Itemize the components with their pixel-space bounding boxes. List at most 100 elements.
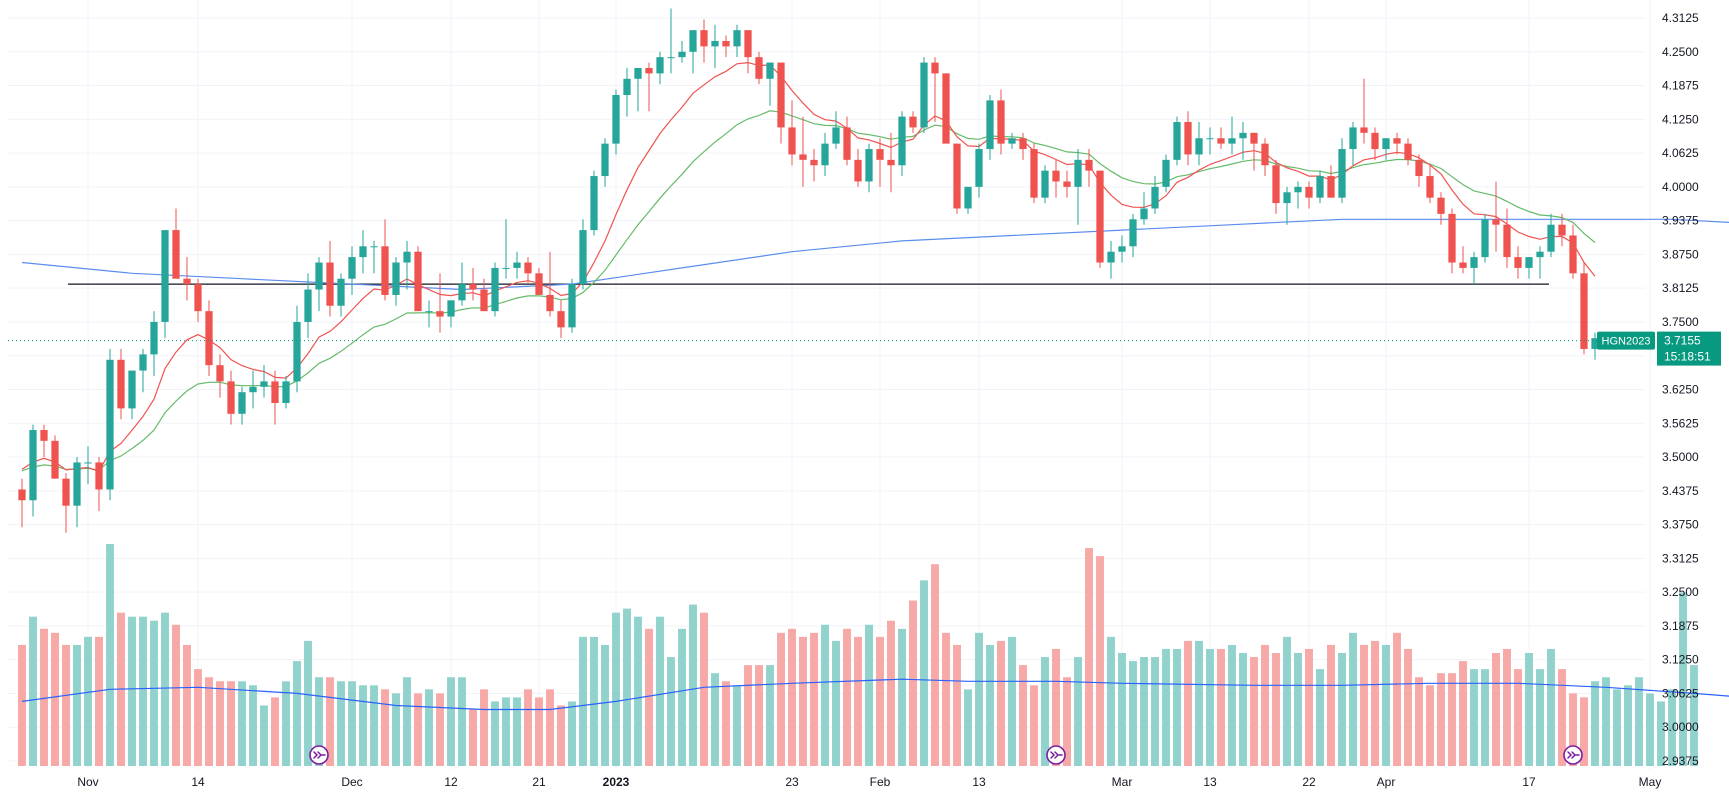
volume-bar bbox=[1283, 636, 1291, 766]
candle-body bbox=[1052, 170, 1060, 182]
candle-body bbox=[469, 284, 477, 290]
candle bbox=[1063, 170, 1071, 198]
volume-bar bbox=[843, 628, 851, 766]
volume-bar bbox=[1547, 648, 1555, 766]
volume-bar bbox=[755, 665, 763, 766]
candle bbox=[1470, 251, 1478, 285]
volume-bar bbox=[150, 620, 158, 766]
price-tick-label: 4.1250 bbox=[1662, 112, 1699, 126]
volume-bar bbox=[469, 709, 477, 766]
candle-body bbox=[942, 73, 950, 144]
time-tick-label: May bbox=[1639, 775, 1662, 789]
candle bbox=[227, 370, 235, 425]
candle-body bbox=[1525, 257, 1533, 268]
volume-bar bbox=[513, 697, 521, 766]
candle-body bbox=[513, 262, 521, 268]
candle-body bbox=[568, 284, 576, 328]
volume-bar bbox=[744, 665, 752, 766]
volume-bar bbox=[359, 685, 367, 766]
volume-bar bbox=[557, 705, 565, 766]
volume-bar bbox=[139, 616, 147, 766]
candle bbox=[183, 257, 191, 301]
price-axis[interactable]: 4.3125 4.2500 4.1875 4.1250 4.0625 4.0000 3.93… bbox=[1662, 11, 1699, 768]
candle-body bbox=[788, 127, 796, 155]
price-tick-label: 3.9375 bbox=[1662, 214, 1699, 228]
event-markers[interactable] bbox=[309, 745, 1729, 765]
price-tick-label: 4.1875 bbox=[1662, 79, 1699, 93]
candle-body bbox=[898, 116, 906, 166]
candle bbox=[1580, 262, 1588, 355]
volume-bar bbox=[964, 689, 972, 766]
event-arrow-icon[interactable] bbox=[1563, 745, 1583, 765]
candle-body bbox=[29, 430, 37, 501]
candle-body bbox=[1151, 186, 1159, 209]
price-tick-label: 3.2500 bbox=[1662, 585, 1699, 599]
candle bbox=[535, 267, 543, 295]
volume-bar bbox=[1294, 653, 1302, 766]
candle bbox=[1217, 127, 1225, 150]
candle bbox=[216, 354, 224, 398]
volume-bar bbox=[568, 701, 576, 766]
candle bbox=[282, 375, 290, 409]
candle-body bbox=[128, 370, 136, 409]
volume-bar bbox=[623, 608, 631, 766]
time-tick-label: Dec bbox=[341, 775, 362, 789]
volume-bar bbox=[1393, 632, 1401, 766]
candle-body bbox=[887, 159, 895, 166]
price-tick-label: 4.0000 bbox=[1662, 180, 1699, 194]
volume-bar bbox=[689, 604, 697, 766]
candle-body bbox=[1558, 224, 1566, 236]
candle-body bbox=[766, 62, 774, 79]
candle-body bbox=[304, 289, 312, 322]
event-arrow-icon[interactable] bbox=[309, 745, 329, 765]
candle bbox=[1569, 224, 1577, 279]
symbol-label-box bbox=[1597, 331, 1655, 350]
candle bbox=[1393, 132, 1401, 155]
candle-body bbox=[997, 100, 1005, 144]
candle bbox=[1239, 122, 1247, 160]
volume-bar bbox=[700, 612, 708, 766]
volume-bar bbox=[766, 665, 774, 766]
candle-body bbox=[909, 116, 917, 128]
candle bbox=[1074, 149, 1082, 225]
volume-bar bbox=[1481, 669, 1489, 766]
volume-bar bbox=[1151, 657, 1159, 766]
volume-bar bbox=[788, 628, 796, 766]
volume-bar bbox=[1118, 653, 1126, 766]
volume-bar bbox=[348, 681, 356, 766]
candle bbox=[458, 262, 466, 306]
event-arrow-icon[interactable] bbox=[1046, 745, 1066, 765]
candle-body bbox=[117, 359, 125, 409]
candle bbox=[1415, 154, 1423, 187]
candle bbox=[854, 149, 862, 187]
candle-body bbox=[1129, 219, 1137, 247]
candle bbox=[51, 435, 59, 479]
price-tick-label: 4.2500 bbox=[1662, 45, 1699, 59]
last-price-value: 3.7155 bbox=[1664, 334, 1701, 348]
candle-body bbox=[1074, 159, 1082, 187]
time-axis[interactable]: Nov14Dec1221202323Feb13Mar1322Apr17May15 bbox=[77, 775, 1729, 789]
candle-body bbox=[700, 30, 708, 47]
volume-bar bbox=[865, 624, 873, 766]
volume-bar bbox=[1096, 556, 1104, 766]
candle bbox=[524, 257, 532, 285]
candle-body bbox=[1206, 138, 1214, 140]
candle bbox=[447, 300, 455, 328]
volume-bar bbox=[238, 681, 246, 766]
volume-bar bbox=[337, 681, 345, 766]
candle-body bbox=[348, 257, 356, 279]
candle-body bbox=[931, 62, 939, 74]
price-tick-label: 3.6250 bbox=[1662, 383, 1699, 397]
volume-bar bbox=[1162, 648, 1170, 766]
candle-body bbox=[1118, 246, 1126, 252]
candle bbox=[491, 262, 499, 317]
candle-body bbox=[722, 40, 730, 47]
candle bbox=[755, 51, 763, 85]
candle-body bbox=[249, 386, 257, 393]
candle bbox=[1228, 116, 1236, 155]
price-tick-label: 2.9375 bbox=[1662, 754, 1699, 768]
candle-body bbox=[964, 186, 972, 209]
candle-body bbox=[238, 392, 246, 414]
candle-body bbox=[480, 289, 488, 312]
